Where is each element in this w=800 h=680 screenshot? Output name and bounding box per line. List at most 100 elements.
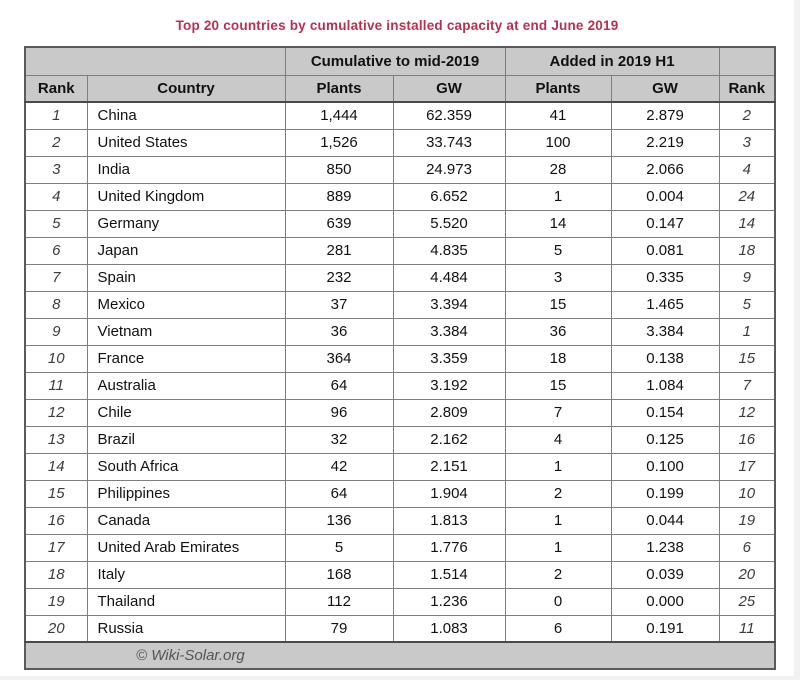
cell-rank-added: 14 (718, 209, 776, 238)
cell-gw-added: 0.199 (610, 479, 720, 508)
cell-gw-added: 0.100 (610, 452, 720, 481)
cell-rank-overall: 3 (24, 155, 88, 184)
table-row: 19 Thailand 112 1.236 0 0.000 25 (24, 587, 776, 616)
cell-plants-cumulative: 42 (284, 452, 394, 481)
cell-plants-cumulative: 136 (284, 506, 394, 535)
cell-plants-cumulative: 364 (284, 344, 394, 373)
cell-plants-added: 5 (504, 236, 612, 265)
table-row: 2 United States 1,526 33.743 100 2.219 3 (24, 128, 776, 157)
cell-rank-added: 17 (718, 452, 776, 481)
table-row: 5 Germany 639 5.520 14 0.147 14 (24, 209, 776, 238)
table-row: 10 France 364 3.359 18 0.138 15 (24, 344, 776, 373)
cell-rank-overall: 2 (24, 128, 88, 157)
cell-plants-cumulative: 168 (284, 560, 394, 589)
cell-country: South Africa (86, 452, 286, 481)
table-body: 1 China 1,444 62.359 41 2.879 2 2 United States 1… (24, 101, 776, 643)
column-header-row: Rank Country Plants GW Plants GW Rank (24, 74, 776, 103)
cell-plants-cumulative: 32 (284, 425, 394, 454)
cell-gw-cumulative: 4.484 (392, 263, 506, 292)
table-row: 20 Russia 79 1.083 6 0.191 11 (24, 614, 776, 643)
cell-gw-cumulative: 1.813 (392, 506, 506, 535)
table-row: 7 Spain 232 4.484 3 0.335 9 (24, 263, 776, 292)
cell-plants-cumulative: 79 (284, 614, 394, 643)
cell-rank-added: 4 (718, 155, 776, 184)
cell-rank-added: 9 (718, 263, 776, 292)
cell-rank-added: 11 (718, 614, 776, 643)
col-header-gw-added: GW (610, 74, 720, 103)
cell-gw-cumulative: 6.652 (392, 182, 506, 211)
cell-gw-cumulative: 2.162 (392, 425, 506, 454)
cell-gw-added: 0.335 (610, 263, 720, 292)
table-row: 14 South Africa 42 2.151 1 0.100 17 (24, 452, 776, 481)
cell-gw-added: 0.138 (610, 344, 720, 373)
cell-gw-added: 0.000 (610, 587, 720, 616)
cell-rank-overall: 5 (24, 209, 88, 238)
col-header-gw-cumulative: GW (392, 74, 506, 103)
cell-gw-cumulative: 3.384 (392, 317, 506, 346)
cell-plants-added: 100 (504, 128, 612, 157)
group-header-row: Cumulative to mid-2019 Added in 2019 H1 (24, 46, 776, 76)
cell-plants-added: 15 (504, 290, 612, 319)
cell-gw-cumulative: 62.359 (392, 101, 506, 130)
col-header-country: Country (86, 74, 286, 103)
cell-plants-added: 36 (504, 317, 612, 346)
cell-rank-overall: 17 (24, 533, 88, 562)
cell-rank-added: 19 (718, 506, 776, 535)
cell-gw-added: 0.039 (610, 560, 720, 589)
col-header-plants-added: Plants (504, 74, 612, 103)
cell-plants-added: 1 (504, 182, 612, 211)
cell-rank-added: 25 (718, 587, 776, 616)
cell-rank-added: 15 (718, 344, 776, 373)
table-row: 17 United Arab Emirates 5 1.776 1 1.238 6 (24, 533, 776, 562)
cell-plants-cumulative: 1,526 (284, 128, 394, 157)
cell-plants-added: 1 (504, 533, 612, 562)
cell-gw-cumulative: 33.743 (392, 128, 506, 157)
table-row: 3 India 850 24.973 28 2.066 4 (24, 155, 776, 184)
cell-country: Vietnam (86, 317, 286, 346)
cell-gw-added: 0.081 (610, 236, 720, 265)
cell-rank-added: 1 (718, 317, 776, 346)
group-header-spacer-right (718, 46, 776, 76)
cell-rank-added: 20 (718, 560, 776, 589)
cell-gw-added: 0.125 (610, 425, 720, 454)
cell-plants-cumulative: 281 (284, 236, 394, 265)
cell-country: United Arab Emirates (86, 533, 286, 562)
cell-country: China (86, 101, 286, 130)
table-row: 1 China 1,444 62.359 41 2.879 2 (24, 101, 776, 130)
cell-rank-overall: 10 (24, 344, 88, 373)
cell-gw-cumulative: 1.904 (392, 479, 506, 508)
group-header-spacer-left (24, 46, 286, 76)
cell-country: Canada (86, 506, 286, 535)
cell-country: Thailand (86, 587, 286, 616)
footer-cell: © Wiki-Solar.org (24, 641, 776, 670)
cell-plants-added: 18 (504, 344, 612, 373)
capacity-table: Cumulative to mid-2019 Added in 2019 H1 … (24, 46, 777, 670)
cell-rank-added: 24 (718, 182, 776, 211)
page-title: Top 20 countries by cumulative installed… (175, 18, 619, 33)
cell-gw-added: 1.465 (610, 290, 720, 319)
cell-country: Philippines (86, 479, 286, 508)
cell-plants-added: 28 (504, 155, 612, 184)
cell-gw-cumulative: 3.394 (392, 290, 506, 319)
cell-plants-cumulative: 36 (284, 317, 394, 346)
group-header-cumulative: Cumulative to mid-2019 (284, 46, 506, 76)
cell-plants-cumulative: 232 (284, 263, 394, 292)
cell-rank-overall: 12 (24, 398, 88, 427)
table-row: 6 Japan 281 4.835 5 0.081 18 (24, 236, 776, 265)
cell-country: Spain (86, 263, 286, 292)
cell-plants-cumulative: 5 (284, 533, 394, 562)
cell-rank-overall: 18 (24, 560, 88, 589)
table-row: 18 Italy 168 1.514 2 0.039 20 (24, 560, 776, 589)
table-footer: © Wiki-Solar.org (24, 641, 776, 670)
cell-plants-added: 0 (504, 587, 612, 616)
cell-rank-overall: 6 (24, 236, 88, 265)
cell-plants-added: 1 (504, 452, 612, 481)
cell-rank-overall: 4 (24, 182, 88, 211)
cell-country: Brazil (86, 425, 286, 454)
cell-rank-added: 2 (718, 101, 776, 130)
cell-rank-added: 7 (718, 371, 776, 400)
cell-rank-added: 10 (718, 479, 776, 508)
cell-gw-cumulative: 24.973 (392, 155, 506, 184)
cell-plants-cumulative: 96 (284, 398, 394, 427)
